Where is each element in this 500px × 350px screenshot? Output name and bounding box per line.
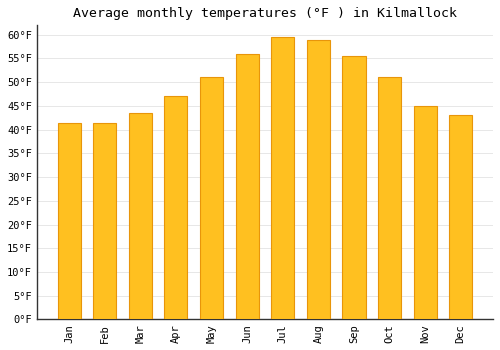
Bar xyxy=(93,122,116,320)
Bar xyxy=(128,113,152,320)
Bar xyxy=(449,116,472,320)
Bar xyxy=(58,122,80,320)
Bar xyxy=(414,106,436,320)
Bar xyxy=(200,77,223,320)
Bar xyxy=(164,97,188,320)
Bar xyxy=(342,56,365,320)
Bar xyxy=(271,37,294,320)
Bar xyxy=(378,77,401,320)
Title: Average monthly temperatures (°F ) in Kilmallock: Average monthly temperatures (°F ) in Ki… xyxy=(73,7,457,20)
Bar xyxy=(307,40,330,320)
Bar xyxy=(236,54,258,320)
